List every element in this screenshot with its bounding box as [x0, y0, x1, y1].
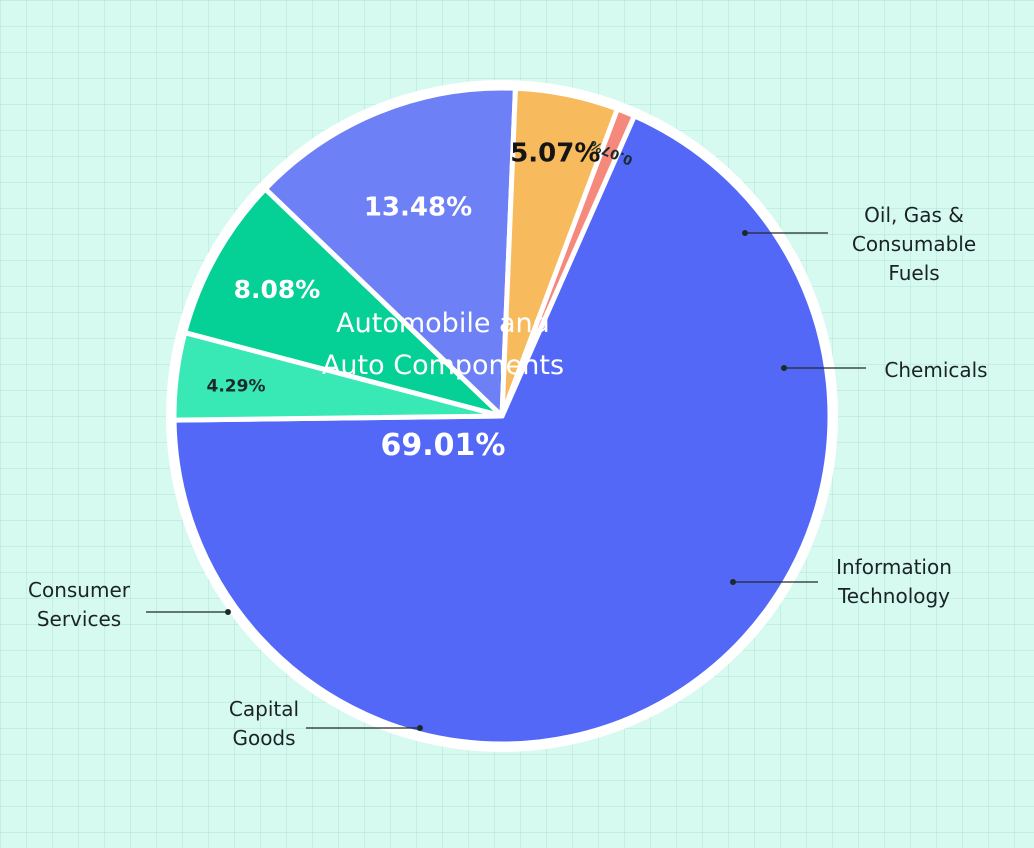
category-label-chemicals: Chemicals: [884, 358, 987, 382]
category-label-oil-gas-consumable-fuels: Oil, Gas & Consumable Fuels: [852, 203, 976, 285]
leader-dot-chemicals: [781, 365, 787, 371]
slice-automobile-and-auto-components: [171, 113, 833, 747]
slice-name-line-2: Auto Components: [322, 350, 564, 381]
slice-chemicals: [182, 186, 505, 419]
value-label-automobile-and-auto-components: 69.01%: [381, 428, 506, 463]
category-label-capital-goods: Capital Goods: [229, 697, 299, 750]
value-label-capital-goods: 5.07%: [510, 138, 600, 168]
value-label-oil-gas-consumable-fuels: 4.29%: [207, 376, 266, 396]
value-label-chemicals: 8.08%: [234, 275, 321, 304]
category-label-information-technology: Information Technology: [836, 555, 952, 608]
leader-dot-information-technology: [730, 579, 736, 585]
leader-dot-consumer-services: [225, 609, 231, 615]
slice-consumer-services: [499, 106, 637, 419]
leader-dot-oil-gas-consumable-fuels: [742, 230, 748, 236]
slice-name-line-1: Automobile and: [336, 308, 550, 339]
category-label-consumer-services: Consumer Services: [28, 578, 131, 631]
leader-dot-capital-goods: [417, 725, 423, 731]
value-label-information-technology: 13.48%: [364, 192, 472, 222]
slice-information-technology: [262, 85, 518, 419]
